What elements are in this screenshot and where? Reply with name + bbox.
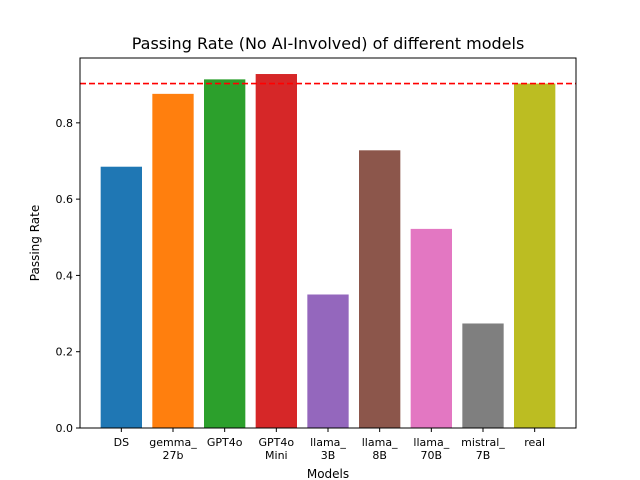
- bar-1: [152, 93, 194, 429]
- y-tick-label: 0.2: [56, 346, 74, 359]
- x-tick-label: GPT4o: [207, 436, 243, 449]
- y-tick-label: 0.6: [56, 193, 74, 206]
- bar-0: [100, 166, 142, 428]
- chart-title: Passing Rate (No AI-Involved) of differe…: [132, 34, 525, 53]
- x-tick-label: GPT4o Mini: [259, 436, 295, 462]
- bar-8: [514, 83, 556, 428]
- bar-6: [410, 228, 452, 428]
- bar-5: [359, 150, 401, 429]
- x-tick-label: DS: [114, 436, 129, 449]
- y-ticks: 0.0 0.2 0.4 0.6 0.8: [56, 117, 80, 435]
- bar-7: [462, 323, 504, 428]
- y-tick-label: 0.8: [56, 117, 74, 130]
- x-axis-label: Models: [307, 467, 349, 480]
- bar-2: [204, 79, 246, 428]
- x-tick-label: llama_ 3B: [310, 436, 346, 462]
- bar-3: [255, 74, 297, 428]
- x-tick-label: real: [524, 436, 545, 449]
- bars-group: [100, 74, 556, 429]
- x-tick-label: llama_ 8B: [362, 436, 398, 462]
- y-tick-label: 0.4: [56, 269, 74, 282]
- x-tick-label: llama_ 70B: [413, 436, 449, 462]
- bar-4: [307, 294, 349, 428]
- x-tick-label: gemma_ 27b: [149, 436, 197, 462]
- y-tick-label: 0.0: [56, 422, 74, 435]
- y-axis-label: Passing Rate: [28, 205, 42, 281]
- x-ticks: DS gemma_ 27b GPT4o GPT4o Mini llama_ 3B llama_ 8…: [114, 428, 545, 462]
- x-tick-label: mistral_ 7B: [461, 436, 505, 462]
